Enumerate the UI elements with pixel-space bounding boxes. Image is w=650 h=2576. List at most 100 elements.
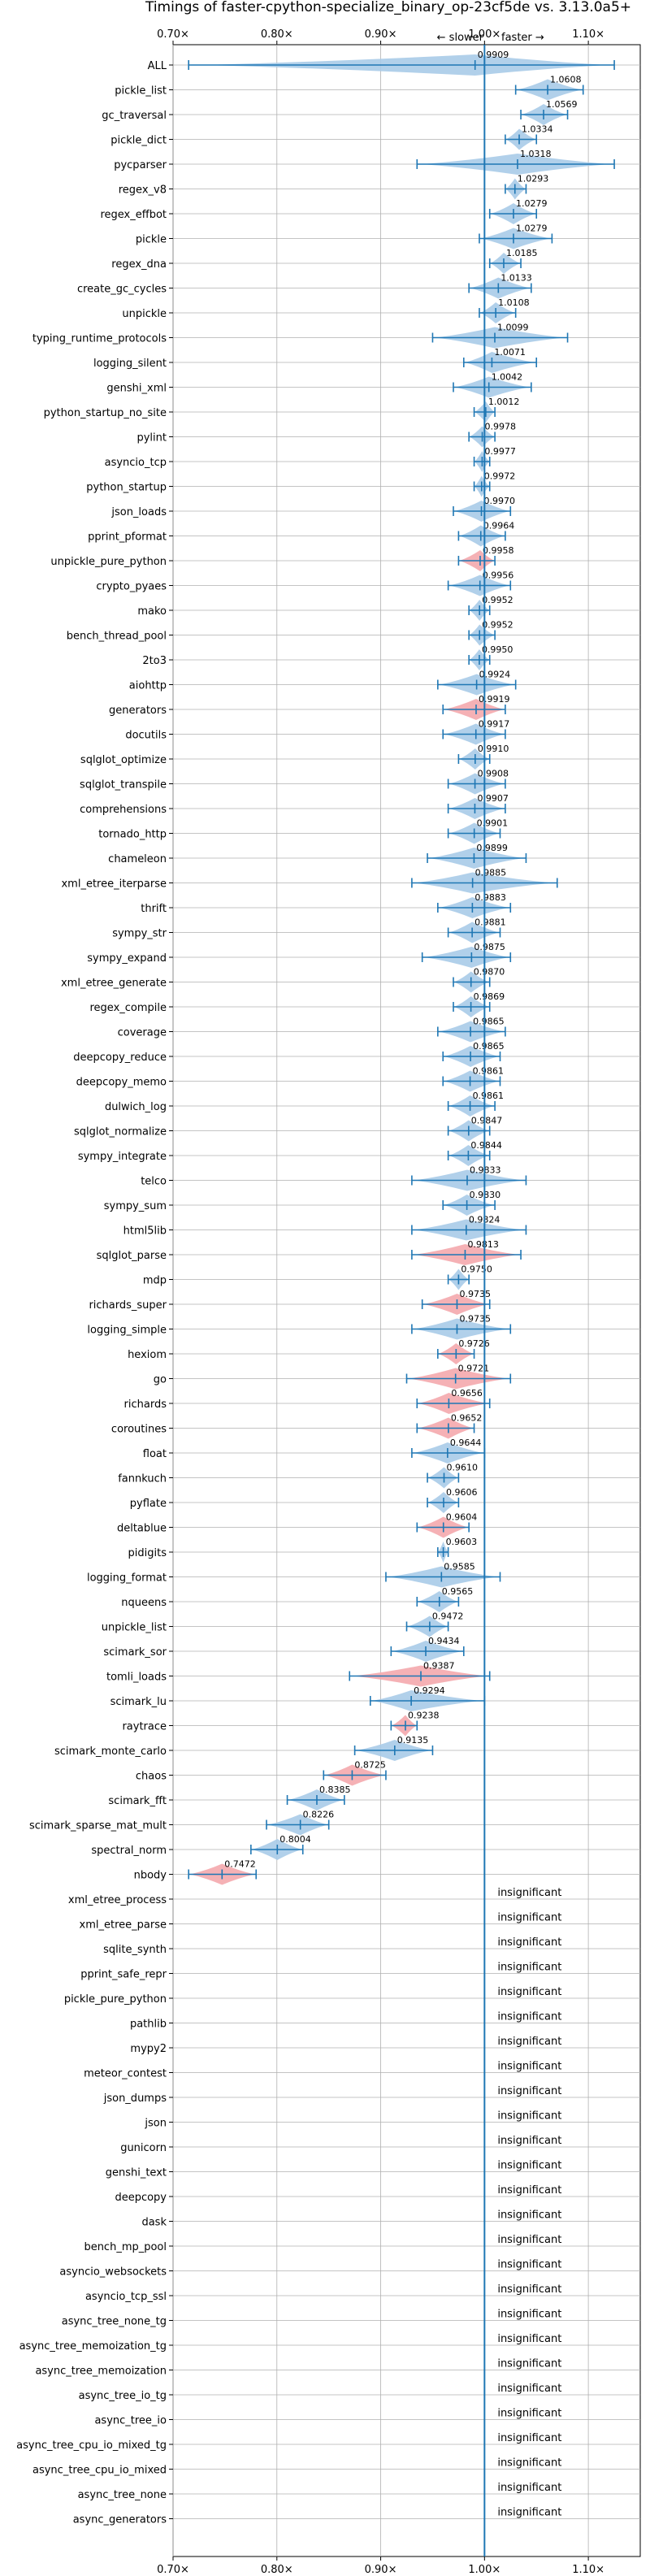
benchmark-row: scimark_sparse_mat_mult 0.8226 bbox=[29, 1810, 640, 1836]
benchmark-label: xml_etree_generate bbox=[61, 978, 167, 990]
benchmark-row: hexiom 0.9726 bbox=[128, 1338, 640, 1364]
benchmark-row: async_tree_cpu_io_mixed insignificant bbox=[32, 2457, 640, 2477]
benchmark-label: pprint_safe_repr bbox=[80, 1969, 167, 1981]
value-label: 0.9565 bbox=[442, 1586, 474, 1597]
benchmark-row: comprehensions 0.9907 bbox=[80, 793, 640, 819]
benchmark-row: nbody 0.7472 bbox=[134, 1859, 640, 1885]
benchmark-label: dulwich_log bbox=[105, 1101, 167, 1113]
value-label: 0.9726 bbox=[458, 1338, 490, 1349]
benchmark-row: aiohttp 0.9924 bbox=[129, 670, 640, 696]
benchmark-row: typing_runtime_protocols 1.0099 bbox=[32, 323, 640, 349]
faster-label: faster → bbox=[501, 32, 544, 44]
value-label: 0.8226 bbox=[303, 1810, 335, 1820]
benchmark-label: json_dumps bbox=[103, 2092, 167, 2105]
benchmark-row: async_tree_memoization insignificant bbox=[35, 2358, 640, 2378]
benchmark-row: dask insignificant bbox=[141, 2210, 640, 2229]
benchmark-row: sqlglot_parse 0.9813 bbox=[97, 1239, 640, 1265]
value-label: 1.0108 bbox=[498, 297, 530, 308]
benchmark-row: mako 0.9952 bbox=[137, 595, 640, 621]
benchmark-label: crypto_pyaes bbox=[96, 581, 167, 593]
benchmark-row: pickle_list 1.0608 bbox=[115, 75, 640, 101]
insignificant-label: insignificant bbox=[497, 1986, 561, 1998]
benchmark-row: raytrace 0.9238 bbox=[122, 1711, 640, 1737]
benchmark-label: unpickle bbox=[122, 308, 167, 320]
benchmark-label: json_loads bbox=[110, 506, 167, 518]
value-label: 1.0279 bbox=[516, 223, 548, 234]
value-label: 0.9847 bbox=[471, 1116, 503, 1126]
benchmark-row: pathlib insignificant bbox=[130, 2011, 640, 2031]
benchmark-label: unpickle_list bbox=[102, 1622, 167, 1634]
benchmark-label: richards_super bbox=[89, 1299, 167, 1312]
value-label: 1.0569 bbox=[546, 99, 578, 110]
benchmark-label: async_tree_cpu_io_mixed bbox=[32, 2465, 167, 2477]
value-label: 0.9644 bbox=[450, 1438, 482, 1448]
value-label: 0.9865 bbox=[473, 1017, 505, 1027]
insignificant-label: insignificant bbox=[497, 2110, 561, 2123]
benchmark-row: float 0.9644 bbox=[143, 1438, 640, 1464]
benchmark-row: async_tree_io insignificant bbox=[94, 2408, 640, 2427]
value-label: 1.0185 bbox=[506, 248, 538, 258]
value-label: 1.0334 bbox=[522, 124, 553, 135]
benchmark-label: sympy_integrate bbox=[78, 1151, 167, 1163]
benchmark-row: regex_v8 1.0293 bbox=[119, 174, 640, 200]
insignificant-label: insignificant bbox=[497, 2432, 561, 2444]
benchmark-row: sqlglot_normalize 0.9847 bbox=[74, 1116, 640, 1142]
benchmark-row: xml_etree_parse insignificant bbox=[80, 1912, 640, 1932]
benchmark-row: pprint_safe_repr insignificant bbox=[80, 1962, 640, 1981]
insignificant-label: insignificant bbox=[497, 2259, 561, 2271]
value-label: 0.9885 bbox=[475, 868, 507, 878]
benchmark-label: create_gc_cycles bbox=[77, 284, 167, 296]
plot-area bbox=[172, 44, 641, 2557]
benchmark-label: typing_runtime_protocols bbox=[32, 333, 167, 345]
benchmark-label: ALL bbox=[148, 60, 167, 72]
benchmark-row: async_tree_io_tg insignificant bbox=[79, 2383, 640, 2402]
insignificant-label: insignificant bbox=[497, 2358, 561, 2370]
benchmark-row: json_dumps insignificant bbox=[103, 2085, 640, 2105]
benchmark-label: pidigits bbox=[128, 1547, 167, 1559]
value-label: 0.9972 bbox=[484, 471, 516, 482]
top-tick-label: 1.00× bbox=[468, 28, 500, 41]
benchmark-label: telco bbox=[141, 1176, 167, 1188]
benchmark-label: nqueens bbox=[121, 1597, 167, 1609]
grid-lines bbox=[172, 45, 589, 2556]
benchmark-row: ALL 0.9909 bbox=[148, 50, 640, 76]
benchmark-label: sqlglot_normalize bbox=[74, 1126, 167, 1138]
benchmark-row: spectral_norm 0.8004 bbox=[91, 1834, 640, 1860]
benchmark-label: xml_etree_iterparse bbox=[61, 878, 167, 891]
benchmark-label: pycparser bbox=[114, 159, 167, 171]
benchmark-label: scimark_monte_carlo bbox=[54, 1746, 167, 1758]
value-label: 0.9875 bbox=[474, 942, 505, 952]
insignificant-label: insignificant bbox=[497, 2085, 561, 2097]
benchmark-row: richards_super 0.9735 bbox=[89, 1289, 640, 1315]
top-tick-label: 1.10× bbox=[572, 28, 604, 41]
value-label: 1.0042 bbox=[492, 372, 523, 383]
benchmark-label: mypy2 bbox=[130, 2043, 167, 2055]
benchmark-label: raytrace bbox=[122, 1721, 167, 1733]
insignificant-label: insignificant bbox=[497, 2507, 561, 2519]
benchmark-row: scimark_sor 0.9434 bbox=[103, 1636, 640, 1662]
benchmark-label: aiohttp bbox=[129, 680, 167, 692]
benchmark-row: pyflate 0.9606 bbox=[130, 1487, 640, 1513]
value-label: 0.8725 bbox=[354, 1760, 386, 1771]
chart-title: Timings of faster-cpython-specialize_bin… bbox=[145, 0, 631, 15]
benchmark-row: create_gc_cycles 1.0133 bbox=[77, 273, 640, 299]
benchmark-label: scimark_lu bbox=[110, 1696, 167, 1708]
value-label: 1.0318 bbox=[520, 149, 552, 159]
value-label: 0.9956 bbox=[483, 570, 514, 581]
benchmark-row: nqueens 0.9565 bbox=[121, 1586, 640, 1612]
benchmark-label: html5lib bbox=[124, 1225, 167, 1238]
benchmark-label: async_tree_memoization bbox=[35, 2366, 167, 2378]
value-label: 0.9899 bbox=[476, 843, 508, 853]
value-label: 0.9970 bbox=[484, 496, 516, 506]
benchmark-label: pickle_dict bbox=[110, 135, 167, 147]
benchmark-row: gc_traversal 1.0569 bbox=[102, 99, 640, 125]
insignificant-label: insignificant bbox=[497, 2408, 561, 2420]
insignificant-label: insignificant bbox=[497, 2383, 561, 2395]
top-x-axis: 0.70× 0.80× 0.90× 1.00× 1.10× bbox=[157, 28, 604, 45]
benchmark-label: python_startup_no_site bbox=[44, 407, 167, 419]
benchmark-row: pickle 1.0279 bbox=[136, 223, 640, 249]
benchmark-label: bench_thread_pool bbox=[67, 631, 167, 643]
benchmark-row: async_tree_none_tg insignificant bbox=[62, 2309, 640, 2328]
benchmark-label: deepcopy_memo bbox=[76, 1077, 167, 1089]
benchmark-row: chameleon 0.9899 bbox=[108, 843, 640, 869]
